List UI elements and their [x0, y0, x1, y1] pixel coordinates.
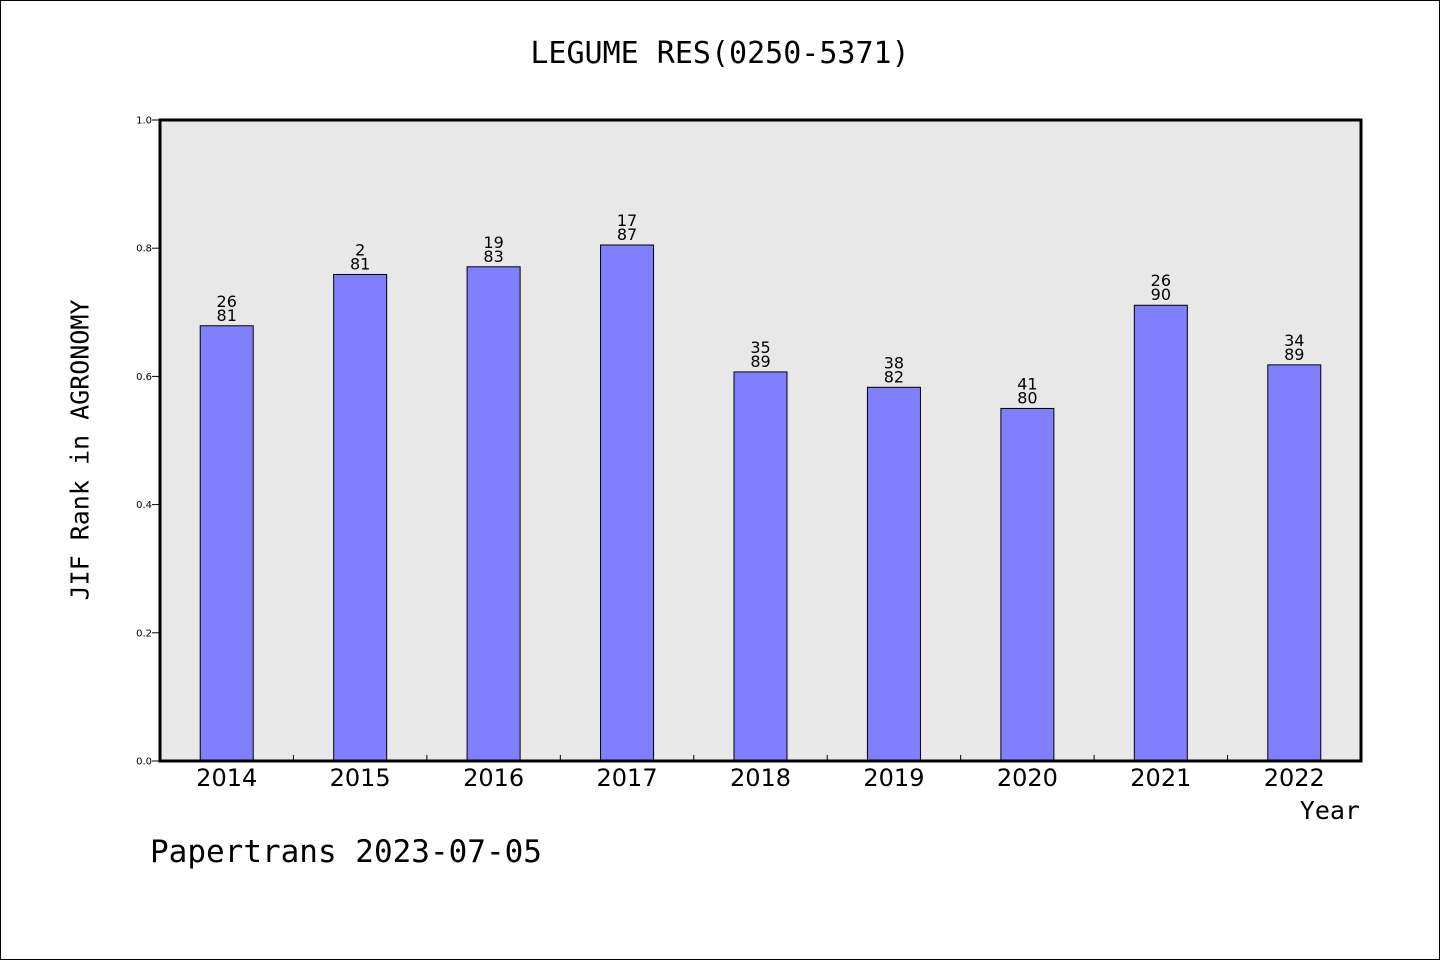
x-tick-label: 2017: [597, 764, 658, 792]
bar: [199, 325, 254, 762]
footer-credit: Papertrans 2023-07-05: [150, 834, 542, 870]
plot-border: [158, 118, 1363, 763]
bar-label-rank: 41: [1017, 374, 1037, 393]
x-tick-label: 2019: [863, 764, 924, 792]
bar: [600, 244, 655, 762]
bar-label-rank: 19: [483, 233, 503, 252]
y-tick-label: 0.4: [136, 500, 152, 511]
x-tick-label: 2016: [463, 764, 524, 792]
bar-label-total: 81: [217, 306, 237, 325]
bar: [333, 273, 388, 762]
y-tick-label: 1.0: [136, 116, 152, 127]
x-tick-label: 2018: [730, 764, 791, 792]
bar-label-rank: 35: [750, 338, 770, 357]
bar: [1267, 364, 1322, 762]
bar-label-total: 90: [1151, 285, 1171, 304]
y-tick-label: 0.2: [136, 628, 152, 639]
x-tick-label: 2020: [997, 764, 1058, 792]
y-tick-label: 0.0: [136, 757, 152, 768]
bar-label-total: 89: [1284, 345, 1304, 364]
bar: [866, 386, 921, 762]
bar: [1000, 407, 1055, 762]
y-tick-label: 0.8: [136, 244, 152, 255]
bar-label-total: 80: [1017, 388, 1037, 407]
bar-label-total: 87: [617, 225, 637, 244]
bar-label-total: 81: [350, 254, 370, 273]
bar-label-total: 83: [483, 247, 503, 266]
x-tick-label: 2022: [1264, 764, 1325, 792]
bar: [733, 371, 788, 762]
x-tick-label: 2021: [1130, 764, 1191, 792]
bar-label-rank: 17: [617, 211, 637, 230]
bar-label-rank: 34: [1284, 331, 1304, 350]
chart-title: LEGUME RES(0250-5371): [530, 36, 910, 71]
bar-label-rank: 38: [884, 353, 904, 372]
bar: [466, 266, 521, 762]
y-tick-label: 0.6: [136, 372, 152, 383]
bar-label-rank: 26: [1151, 271, 1171, 290]
x-tick-label: 2014: [196, 764, 257, 792]
x-tick-label: 2015: [330, 764, 391, 792]
bar-label-total: 82: [884, 367, 904, 386]
bar-label-rank: 2: [355, 240, 365, 259]
bar: [1133, 304, 1188, 762]
x-axis-label: Year: [1299, 796, 1360, 825]
bar-label-total: 89: [750, 352, 770, 371]
bar-label-rank: 26: [217, 292, 237, 311]
